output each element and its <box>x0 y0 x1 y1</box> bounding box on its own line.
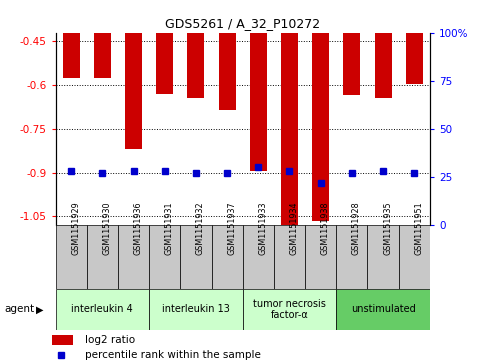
Bar <box>63 33 80 78</box>
Bar <box>149 225 180 289</box>
Bar <box>406 33 423 84</box>
Text: interleukin 4: interleukin 4 <box>71 305 133 314</box>
Text: GSM1151938: GSM1151938 <box>321 201 330 255</box>
Bar <box>125 33 142 149</box>
Text: GSM1151934: GSM1151934 <box>289 201 298 255</box>
Text: agent: agent <box>5 305 35 314</box>
Bar <box>87 225 118 289</box>
Text: GSM1151937: GSM1151937 <box>227 201 236 255</box>
Bar <box>242 225 274 289</box>
Bar <box>250 33 267 171</box>
Text: interleukin 13: interleukin 13 <box>162 305 230 314</box>
Bar <box>118 225 149 289</box>
Text: tumor necrosis
factor-α: tumor necrosis factor-α <box>253 299 326 320</box>
Bar <box>180 225 212 289</box>
Bar <box>281 33 298 228</box>
Text: GSM1151933: GSM1151933 <box>258 201 267 255</box>
Bar <box>187 33 204 98</box>
Text: GSM1151929: GSM1151929 <box>71 201 80 255</box>
Text: GSM1151936: GSM1151936 <box>133 201 142 255</box>
Bar <box>149 289 242 330</box>
Bar <box>218 33 236 110</box>
Bar <box>374 33 392 98</box>
Bar <box>312 33 329 221</box>
Bar <box>212 225 242 289</box>
Text: GSM1151935: GSM1151935 <box>383 201 392 255</box>
Text: log2 ratio: log2 ratio <box>85 335 135 345</box>
Bar <box>343 33 360 95</box>
Text: unstimulated: unstimulated <box>351 305 415 314</box>
Bar <box>398 225 430 289</box>
Text: GSM1151930: GSM1151930 <box>102 201 112 255</box>
Bar <box>94 33 111 78</box>
Bar <box>336 225 368 289</box>
Title: GDS5261 / A_32_P10272: GDS5261 / A_32_P10272 <box>165 17 320 30</box>
Bar <box>274 225 305 289</box>
Bar <box>56 225 87 289</box>
Bar <box>336 289 430 330</box>
Bar <box>156 33 173 94</box>
Text: percentile rank within the sample: percentile rank within the sample <box>85 350 261 360</box>
Text: GSM1151932: GSM1151932 <box>196 201 205 255</box>
Text: GSM1151931: GSM1151931 <box>165 201 174 255</box>
Text: ▶: ▶ <box>36 305 44 314</box>
Bar <box>305 225 336 289</box>
Text: GSM1151951: GSM1151951 <box>414 201 423 255</box>
Bar <box>53 335 73 345</box>
Bar <box>368 225 398 289</box>
Text: GSM1151928: GSM1151928 <box>352 201 361 255</box>
Bar <box>242 289 336 330</box>
Bar <box>56 289 149 330</box>
